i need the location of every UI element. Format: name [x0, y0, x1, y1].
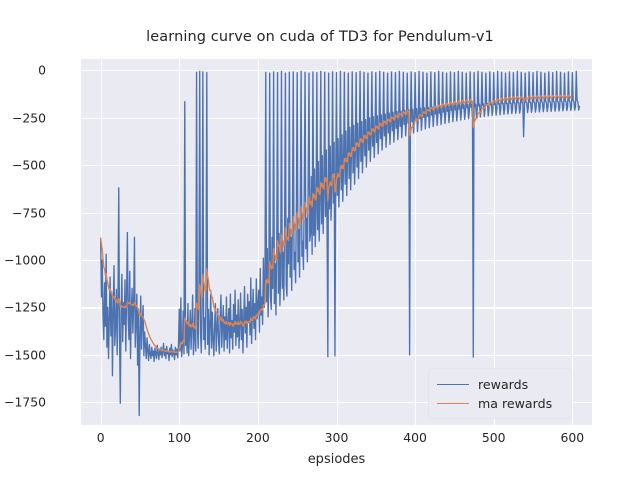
- legend-item-rewards[interactable]: rewards: [437, 375, 563, 394]
- y-tick-label: −1500: [4, 347, 46, 363]
- x-tick-label: 500: [481, 430, 506, 445]
- x-axis-label: epsiodes: [307, 452, 366, 467]
- plot-area: [81, 59, 592, 425]
- y-tick-label: −750: [11, 205, 46, 221]
- gridline-vertical: [415, 59, 417, 425]
- legend-label-ma-rewards: ma rewards: [478, 396, 553, 411]
- x-tick-label: 600: [560, 430, 585, 445]
- legend-swatch-ma-rewards: [437, 403, 469, 404]
- legend-swatch-rewards: [437, 384, 469, 385]
- data-lines: [99, 70, 581, 417]
- y-tick-label: 0: [38, 62, 46, 78]
- x-tick-label: 100: [167, 430, 192, 445]
- legend-item-ma-rewards[interactable]: ma rewards: [437, 394, 563, 413]
- y-tick-label: −1250: [4, 299, 46, 315]
- x-tick-label: 0: [96, 430, 105, 445]
- y-tick-label: −1000: [4, 252, 46, 268]
- x-tick-label: 300: [324, 430, 349, 445]
- x-tick-label: 200: [246, 430, 270, 445]
- gridline-vertical: [493, 59, 495, 425]
- gridline-vertical: [336, 59, 338, 425]
- gridline-vertical: [257, 59, 259, 425]
- gridline-vertical: [572, 59, 574, 425]
- chart-legend[interactable]: rewards ma rewards: [428, 368, 572, 419]
- y-tick-label: −1750: [4, 394, 46, 410]
- x-tick-label: 400: [403, 430, 427, 445]
- gridline-vertical: [179, 59, 181, 425]
- y-tick-label: −250: [11, 110, 46, 126]
- chart-title: learning curve on cuda of TD3 for Pendul…: [146, 29, 494, 45]
- y-tick-label: −500: [11, 157, 46, 173]
- legend-label-rewards: rewards: [478, 377, 529, 392]
- series-line-ma-rewards: [99, 94, 573, 354]
- series-line-rewards: [99, 70, 581, 417]
